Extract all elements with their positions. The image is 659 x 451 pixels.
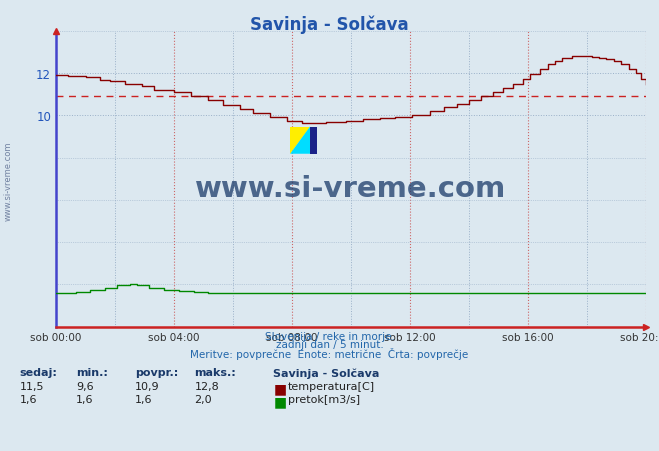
Text: zadnji dan / 5 minut.: zadnji dan / 5 minut.: [275, 340, 384, 350]
Text: Meritve: povprečne  Enote: metrične  Črta: povprečje: Meritve: povprečne Enote: metrične Črta:…: [190, 348, 469, 360]
Text: 1,6: 1,6: [20, 395, 38, 405]
Text: 2,0: 2,0: [194, 395, 212, 405]
Text: maks.:: maks.:: [194, 368, 236, 377]
Text: ■: ■: [273, 395, 287, 409]
Text: 10,9: 10,9: [135, 381, 159, 391]
Text: 1,6: 1,6: [135, 395, 153, 405]
Text: temperatura[C]: temperatura[C]: [288, 381, 375, 391]
Text: pretok[m3/s]: pretok[m3/s]: [288, 395, 360, 405]
Text: sedaj:: sedaj:: [20, 368, 57, 377]
Text: min.:: min.:: [76, 368, 107, 377]
Text: Slovenija / reke in morje.: Slovenija / reke in morje.: [264, 331, 395, 341]
Text: 12,8: 12,8: [194, 381, 219, 391]
Text: 1,6: 1,6: [76, 395, 94, 405]
Text: 11,5: 11,5: [20, 381, 44, 391]
Text: ■: ■: [273, 381, 287, 395]
Text: 9,6: 9,6: [76, 381, 94, 391]
Text: povpr.:: povpr.:: [135, 368, 179, 377]
Text: www.si-vreme.com: www.si-vreme.com: [195, 174, 507, 202]
Text: www.si-vreme.com: www.si-vreme.com: [3, 141, 13, 220]
Text: Savinja - Solčava: Savinja - Solčava: [250, 16, 409, 34]
Text: Savinja - Solčava: Savinja - Solčava: [273, 368, 380, 378]
